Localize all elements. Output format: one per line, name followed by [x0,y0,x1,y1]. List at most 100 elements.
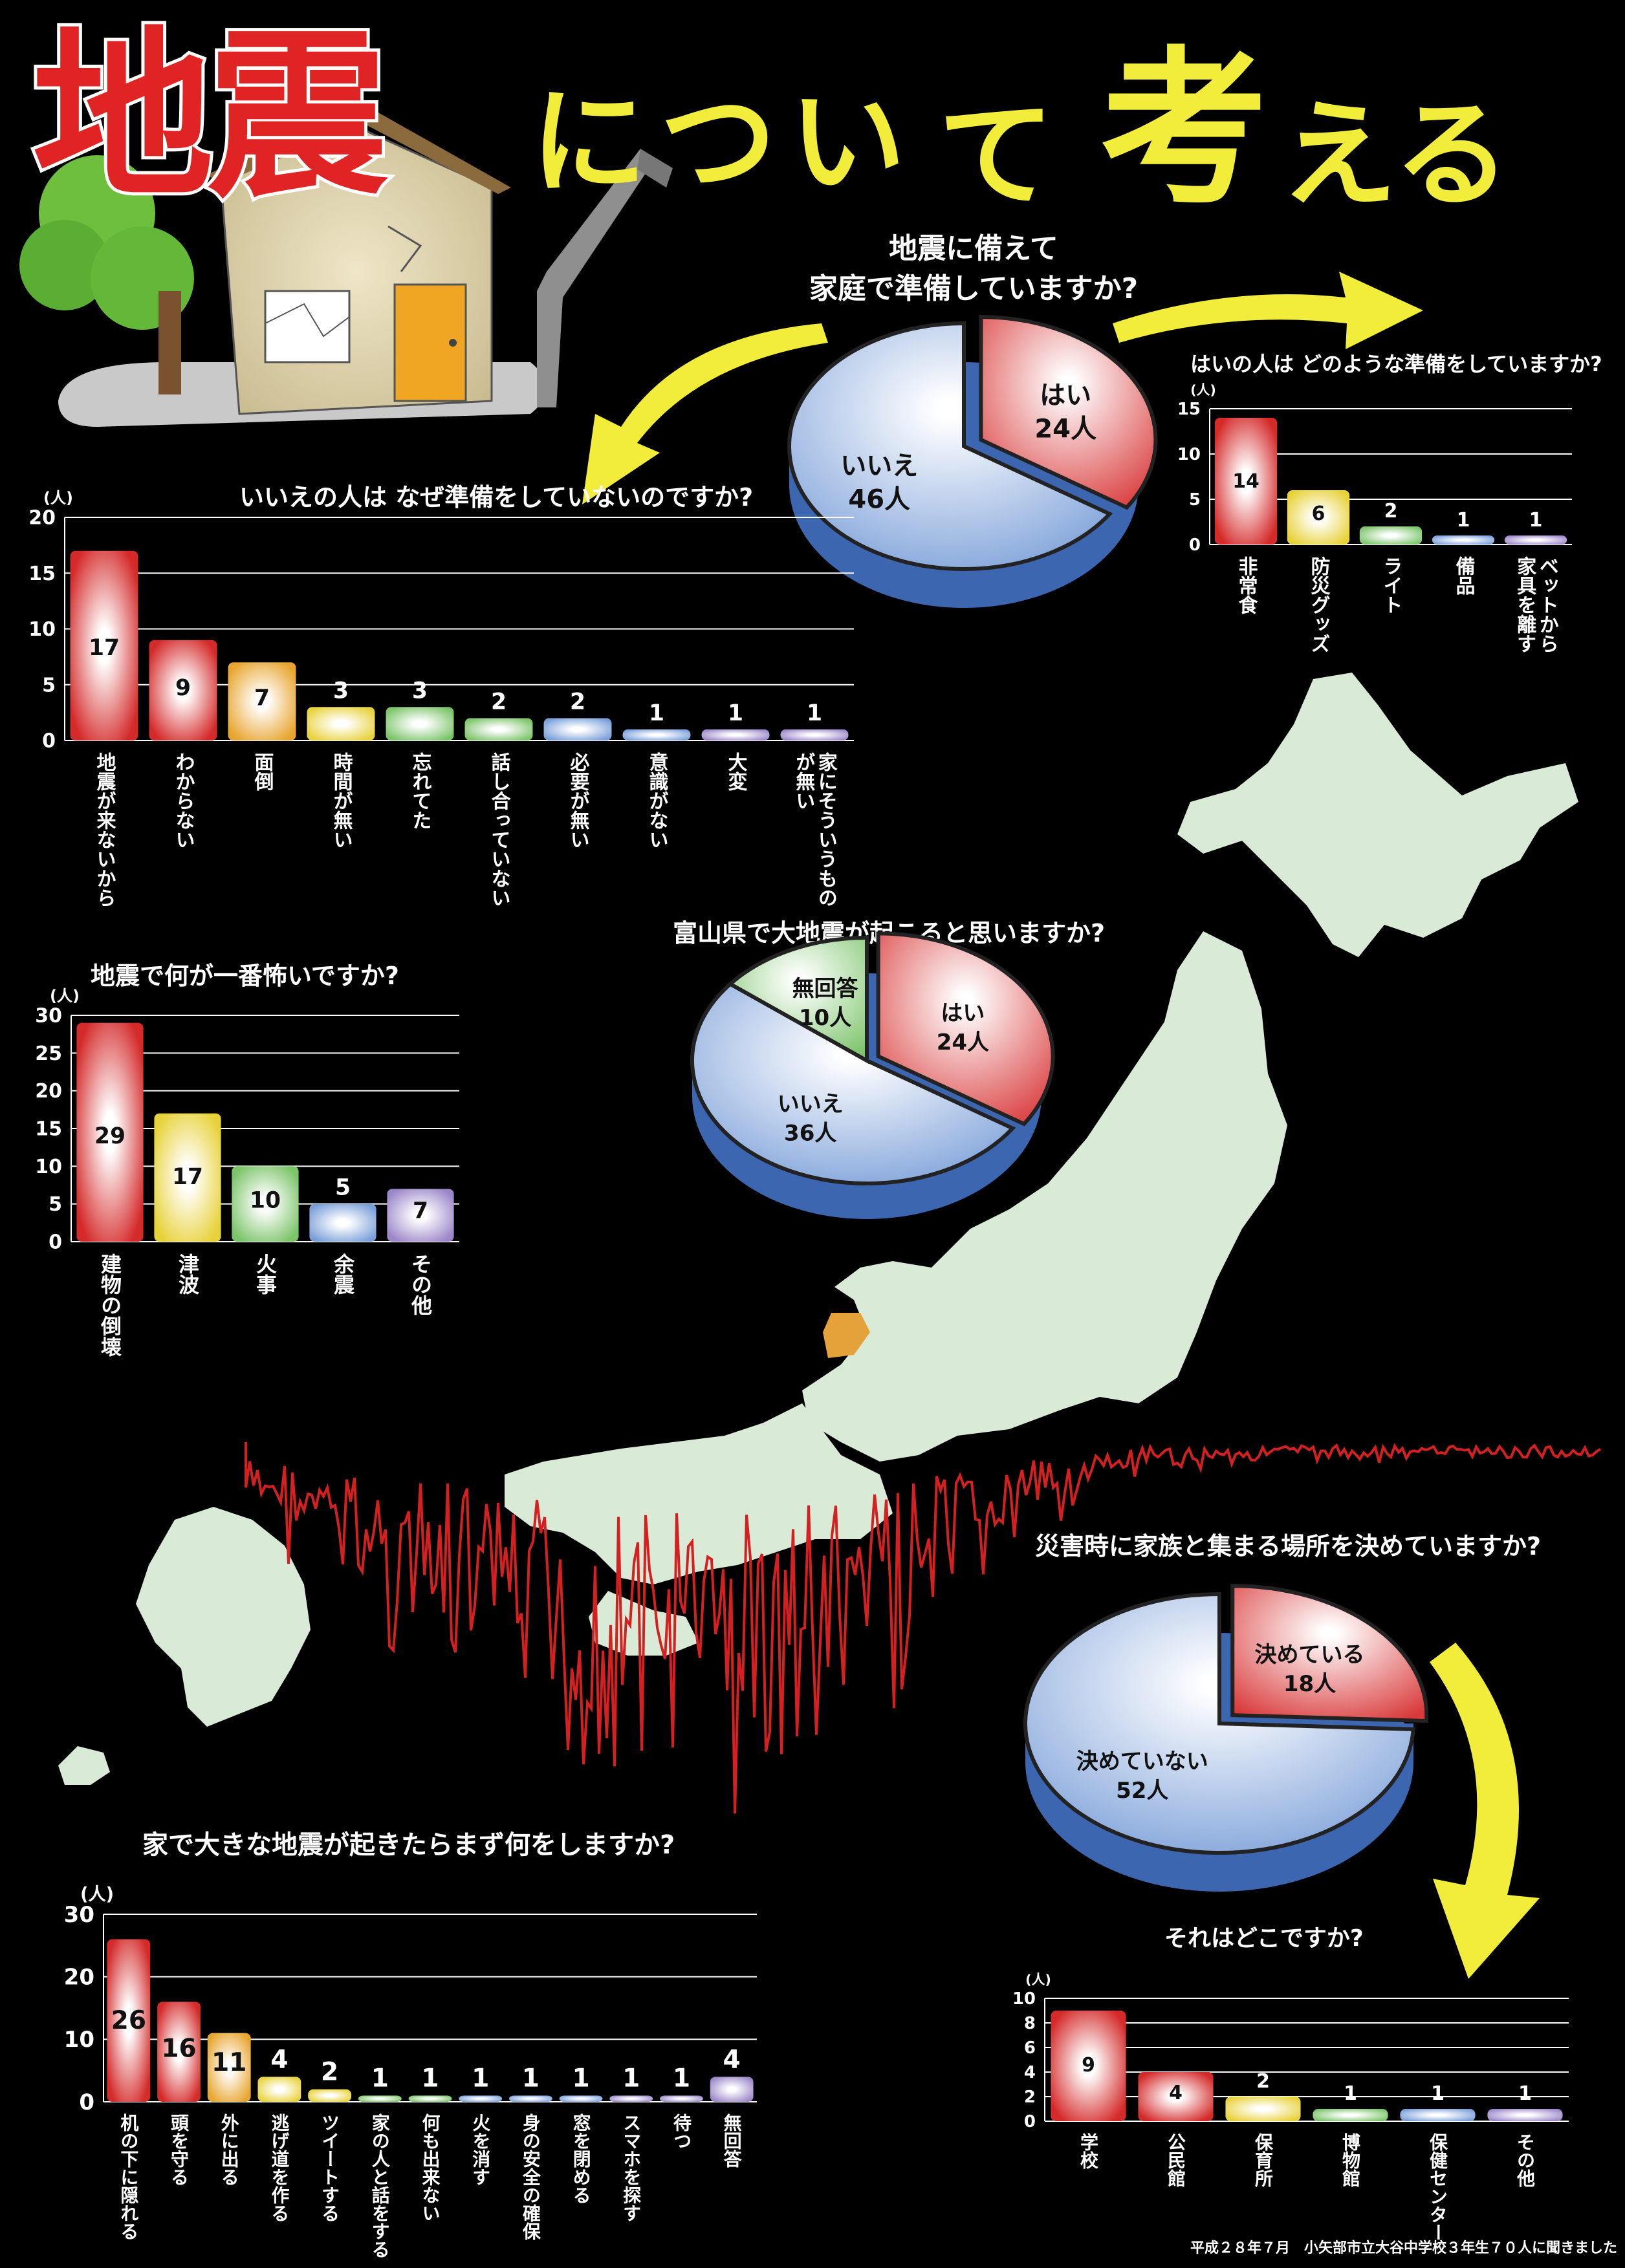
data-label: 3 [412,678,428,704]
y-tick-label: 20 [28,507,56,530]
bar-2 [228,662,296,740]
bar-4 [308,2089,352,2102]
title-sub-1: につい [530,74,919,210]
bar-9 [780,729,849,740]
data-label: 9 [1082,2054,1095,2077]
bar-0 [107,1939,151,2102]
bar-4 [386,707,454,740]
category-label: 無回答 [721,2113,743,2168]
category-label: 忘れてた [409,751,432,830]
bar-1 [1287,490,1350,545]
data-label: 1 [728,700,743,726]
category-label: 公民館 [1165,2133,1186,2187]
bar-1 [1138,2072,1214,2121]
slice-value: 36人 [784,1121,836,1147]
data-label: 1 [371,2064,389,2093]
data-label: 2 [1384,500,1398,523]
bar-0 [70,550,138,740]
bar-8 [701,729,770,740]
category-label: 火を消す [470,2113,491,2186]
data-label: 1 [673,2064,690,2093]
arrow-to-no [582,323,828,504]
bar-1 [154,1113,221,1242]
category-label: 保健センター [1427,2133,1448,2241]
data-label: 1 [421,2064,439,2093]
data-label: 1 [1518,2082,1532,2105]
fear-title: 地震で何が一番怖いですか? [91,962,399,990]
slice-value: 52人 [1116,1778,1168,1804]
data-label: 4 [270,2045,288,2074]
category-label: 窓を閉める [571,2113,592,2204]
pie-slice-0 [876,931,1055,1127]
data-label: 4 [1169,2082,1183,2104]
slice-label: はい [941,1000,985,1026]
category-label: 何も出来ない [420,2113,441,2222]
bar-4 [1400,2109,1476,2121]
data-label: 1 [572,2064,589,2093]
y-tick-label: 2 [1024,2088,1036,2107]
bar-2 [207,2033,251,2102]
y-tick-label: 10 [1177,445,1201,464]
category-label: 博物館 [1340,2133,1361,2187]
data-label: 9 [175,675,191,701]
bar-3 [309,1204,376,1242]
data-label: 1 [807,700,822,726]
category-label: わからない [172,752,195,849]
category-label: 非常食 [1235,556,1258,614]
category-label: 身の安全の確保 [520,2113,541,2240]
category-label: 面倒 [251,752,275,792]
y-tick-label: 0 [1189,535,1201,555]
category-label: 建物の倒壊 [98,1253,122,1357]
unit-label: (人) [1190,382,1216,398]
bar-10 [609,2095,653,2102]
pie-slice-2 [726,935,869,1064]
y-tick-label: 30 [35,1005,62,1028]
y-tick-label: 15 [1177,400,1201,419]
y-tick-label: 0 [1024,2112,1036,2132]
data-label: 3 [333,678,349,704]
house-illustration [19,103,673,427]
y-tick-label: 20 [35,1080,62,1103]
slice-label: 無回答 [792,976,859,1002]
slice-label: 決めている [1254,1642,1364,1668]
data-label: 11 [212,2048,246,2077]
data-label: 14 [1232,470,1260,493]
slice-label: いいえ [778,1092,844,1118]
data-label: 1 [1457,509,1470,532]
arrow-to-where [1430,1643,1540,1979]
bar-chart-where: (人) 0 2 4 6 8 10 9 学校 4 公民館 2 保育所 1 博物館 1 保健センター 1 その他 [1012,1972,1569,2241]
y-tick-label: 15 [35,1118,62,1141]
unit-label: (人) [43,489,73,507]
data-label: 16 [161,2034,196,2063]
y-tick-label: 5 [1189,490,1201,510]
category-label: 家にそういうもの [814,752,838,907]
bar-7 [459,2095,503,2102]
y-tick-label: 5 [42,674,56,697]
y-tick-label: 0 [79,2090,94,2115]
category-label: 必要が無い [567,752,590,849]
yes-prep-title: はいの人は どのような準備をしていますか? [1190,352,1602,376]
slice-label: 決めていない [1076,1749,1208,1775]
unit-label: (人) [1025,1972,1051,1987]
category-label: 防災グッズ [1307,556,1331,653]
category-label: 余震 [331,1253,355,1295]
where-title: それはどこですか? [1164,1925,1364,1952]
y-tick-label: 10 [28,618,56,641]
category-label: スマホを探す [620,2113,642,2222]
y-tick-label: 20 [64,1965,94,1991]
category-label: 逃げ道を作る [268,2113,290,2222]
y-tick-label: 30 [64,1902,94,1928]
bar-chart-fear: (人) 0 5 10 15 20 25 30 29 建物の倒壊 17 津波 10 火事 5 余震 7 その他 [35,987,459,1357]
y-tick-label: 10 [64,2027,94,2053]
category-label: 家具を離す [1513,556,1536,653]
category-label: 時間が無い [330,752,353,849]
category-label: が無い [792,752,815,810]
arrow-to-yes [1113,272,1423,349]
footer-note: 平成２８年７月 小矢部市立大谷中学校３年生７０人に聞きました [1190,2240,1617,2256]
bar-5 [464,718,533,740]
category-label: 地震が来ないから [93,752,116,907]
